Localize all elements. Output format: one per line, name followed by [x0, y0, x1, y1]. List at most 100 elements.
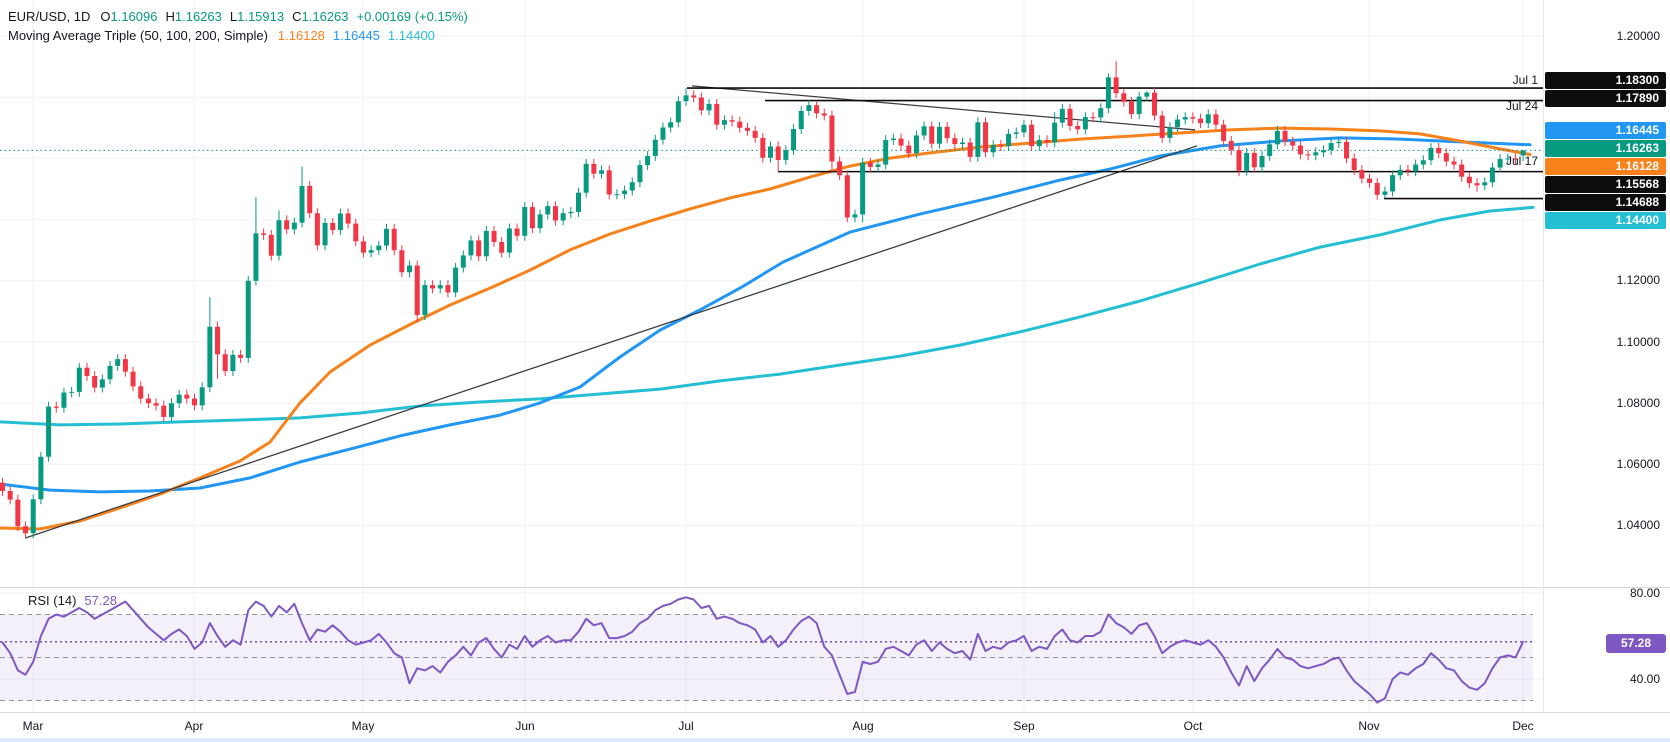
candle-body [1459, 164, 1465, 177]
candle-body [1466, 176, 1472, 184]
rsi-value-badge: 57.28 [1606, 633, 1666, 653]
candle-body [852, 214, 858, 218]
price-badge: 1.17890 [1545, 89, 1666, 107]
candle-body [1436, 147, 1442, 154]
ohlc-item: +0.00169 (+0.15%) [357, 9, 468, 24]
price-badge: 1.16263 [1545, 139, 1666, 157]
rsi-line[interactable] [1, 596, 1525, 704]
candle-body [829, 115, 835, 162]
candle-body [1221, 124, 1227, 141]
candle-body [960, 142, 965, 145]
bottom-strip [0, 738, 1670, 742]
candle-body [1413, 164, 1419, 172]
candle-body [99, 379, 105, 388]
ohlc-item-value: 1.16263 [174, 9, 222, 24]
candle-body [552, 206, 558, 221]
candle-body [791, 129, 797, 151]
ohlc-item: O1.16096 [100, 9, 157, 24]
candle-body [53, 406, 59, 408]
ohlc-item-value: +0.00169 (+0.15%) [356, 9, 468, 24]
ma-indicator-title: Moving Average Triple (50, 100, 200, Sim… [8, 28, 268, 43]
candle-body [299, 185, 305, 223]
trendline-ascending-support[interactable] [24, 145, 1198, 539]
ohlc-item-value: 1.15913 [237, 9, 285, 24]
date-tag: Jul 24 [1505, 99, 1538, 113]
month-label-sep: Sep [1013, 719, 1035, 733]
candle-body [1067, 108, 1073, 126]
candle-body [1428, 147, 1434, 161]
candle-body [883, 140, 889, 165]
ma-legend-value: 1.16445 [332, 28, 380, 43]
candle-body [1167, 127, 1173, 138]
candle-body [1505, 158, 1511, 160]
candle-body [76, 367, 82, 392]
candle-body [1036, 140, 1042, 147]
candle-body [1497, 159, 1503, 168]
candle-body [668, 122, 674, 128]
candle-body [1282, 130, 1288, 142]
candle-body [499, 241, 505, 253]
price-badge: 1.14400 [1545, 211, 1666, 229]
candle-body [1082, 117, 1088, 130]
symbol-legend[interactable]: EUR/USD, 1D O1.16096 H1.16263 L1.15913 C1.16… [8, 9, 476, 24]
candle-body [576, 192, 581, 212]
candle-body [1152, 92, 1157, 116]
symbol-title: EUR/USD, 1D [8, 9, 91, 24]
candle-body [1105, 77, 1111, 109]
candle-body [422, 285, 428, 316]
candle-body [376, 245, 382, 251]
candle-body [1059, 108, 1065, 123]
candle-body [30, 499, 36, 534]
candle-body [814, 105, 820, 114]
candle-body [1482, 182, 1488, 186]
candle-body [1359, 170, 1365, 179]
candle-body [529, 207, 535, 229]
candle-body [936, 126, 942, 144]
price-axis-label: 1.12000 [1616, 273, 1660, 287]
candle-body [1489, 167, 1495, 183]
month-label-may: May [351, 719, 375, 733]
candle-body [622, 190, 628, 195]
candle-body [1244, 152, 1250, 171]
candle-body [476, 240, 482, 257]
ohlc-item: C1.16263 [292, 9, 348, 24]
candle-body [1305, 154, 1311, 156]
candle-body [752, 130, 758, 138]
candle-body [1351, 158, 1357, 171]
candle-body [568, 211, 574, 214]
rsi-indicator-legend[interactable]: RSI (14) 57.28 [28, 593, 117, 608]
candle-body [821, 113, 827, 116]
candle-body [468, 240, 474, 256]
candle-body [537, 214, 543, 229]
candle-body [921, 126, 927, 136]
ma-indicator-legend[interactable]: Moving Average Triple (50, 100, 200, Sim… [8, 28, 443, 43]
candle-body [691, 95, 697, 98]
month-label-aug: Aug [852, 719, 874, 733]
candle-body [445, 285, 451, 293]
candle-body [1290, 141, 1296, 146]
candle-body [675, 101, 681, 123]
candle-body [1259, 155, 1265, 168]
candle-body [69, 391, 75, 393]
candle-body [138, 386, 144, 399]
candle-body [906, 145, 912, 154]
candle-body [913, 135, 919, 154]
candle-body [1044, 140, 1050, 143]
candle-body [407, 265, 413, 273]
candle-body [1474, 183, 1480, 186]
trendline-descending-resistance[interactable] [691, 85, 1196, 131]
candles-layer[interactable] [0, 61, 1526, 539]
candle-body [1367, 178, 1373, 183]
candle-body [430, 285, 436, 289]
candle-body [806, 105, 812, 111]
candle-body [238, 354, 244, 358]
candle-body [215, 326, 221, 355]
candle-body [998, 144, 1004, 147]
candle-body [1052, 122, 1058, 143]
price-axis-label: 1.10000 [1616, 335, 1660, 349]
rsi-value: 57.28 [84, 593, 117, 608]
candle-body [929, 126, 935, 144]
candle-body [1113, 77, 1119, 94]
